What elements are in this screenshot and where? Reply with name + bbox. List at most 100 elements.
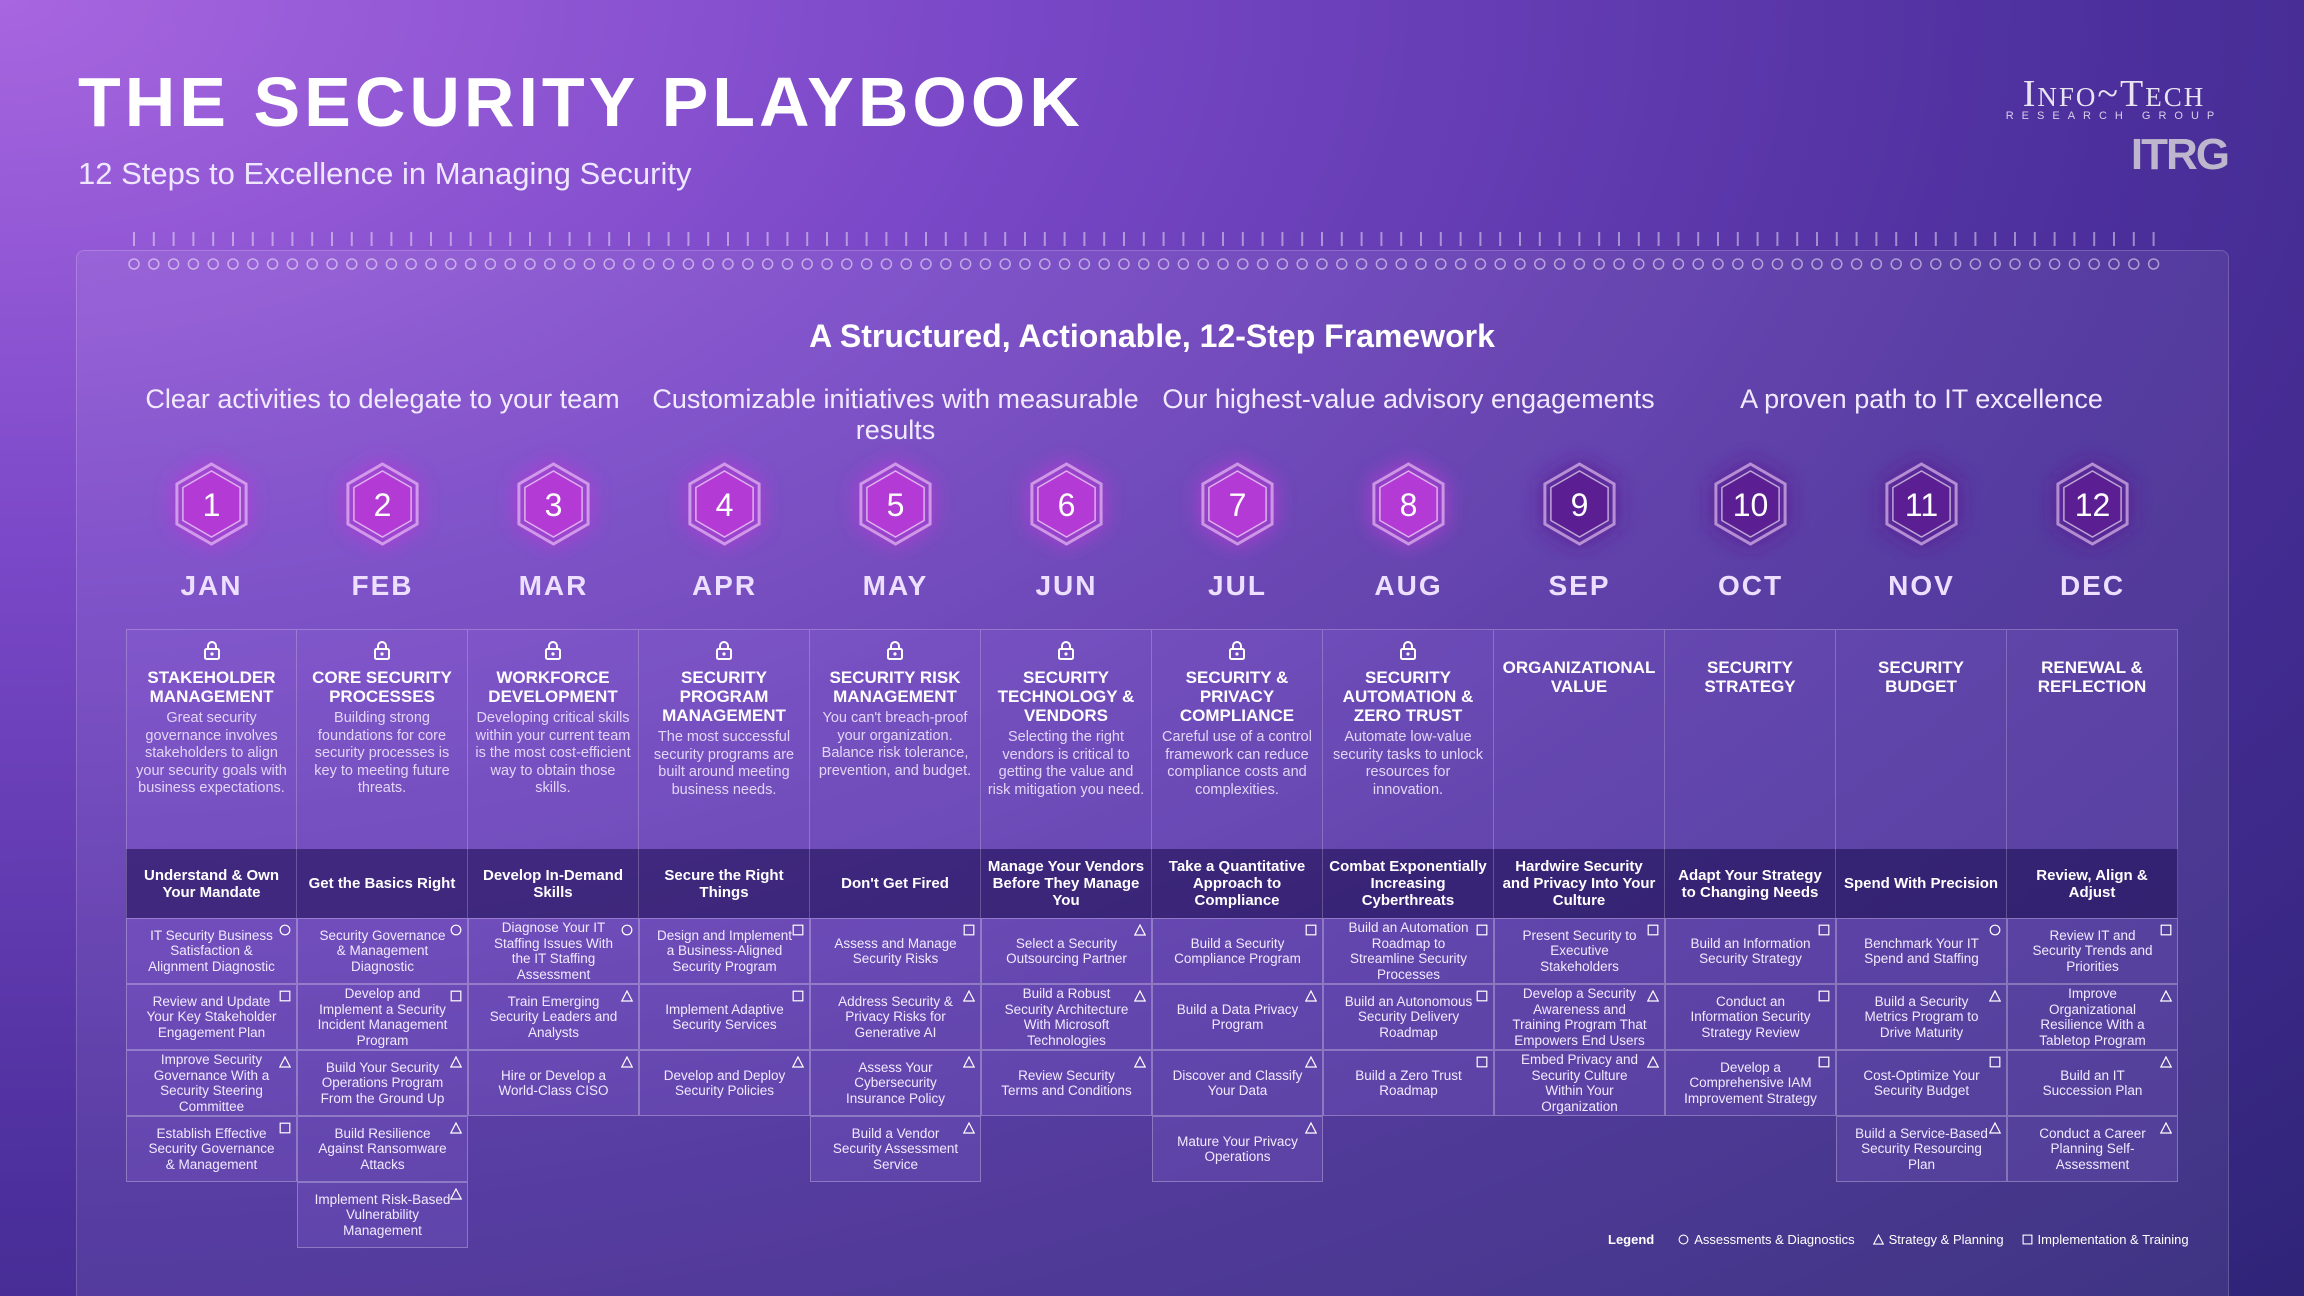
column-tagline: Spend With Precision xyxy=(1836,849,2007,918)
ring-hole xyxy=(920,258,932,270)
badge-number: 10 xyxy=(1733,487,1769,523)
icon-shape xyxy=(1134,1056,1146,1068)
triangle-icon xyxy=(450,1056,462,1068)
triangle-icon xyxy=(792,1056,804,1068)
icon-shape xyxy=(2160,924,2172,936)
activity-text: Review IT and Security Trends and Priori… xyxy=(2032,927,2153,974)
ring-hole xyxy=(247,258,259,270)
triangle-icon xyxy=(1134,990,1146,1002)
icon-shape xyxy=(1818,1056,1830,1068)
activity-text: Build a Service-Based Security Resourcin… xyxy=(1855,1125,1988,1172)
column-description: Developing critical skills within your c… xyxy=(475,710,631,796)
icon-shape xyxy=(450,990,462,1002)
activity-cell: Build a Security Metrics Program to Driv… xyxy=(1836,984,2007,1050)
square-icon xyxy=(279,990,291,1002)
circle-icon xyxy=(450,924,462,936)
lock-shackle xyxy=(548,641,558,649)
legend-label: Assessments & Diagnostics xyxy=(1694,1232,1855,1247)
ring-hole xyxy=(1712,258,1724,270)
icon-shape xyxy=(279,1122,291,1134)
lock-hole xyxy=(1064,652,1068,656)
activity-cell: Build a Vendor Security Assessment Servi… xyxy=(810,1116,981,1182)
ring-hole xyxy=(959,258,972,270)
column-header: SECURITY AUTOMATION & ZERO TRUST Automate… xyxy=(1323,629,1494,849)
framework-heading: A Structured, Actionable, 12-Step Framew… xyxy=(809,318,1495,354)
activity-cell: Conduct a Career Planning Self-Assessmen… xyxy=(2007,1116,2178,1182)
ring-hole xyxy=(999,258,1011,270)
ring-hole xyxy=(1019,258,1031,270)
activity-cell: Build Resilience Against Ransomware Atta… xyxy=(297,1116,468,1182)
column-tagline: Get the Basics Right xyxy=(297,849,468,918)
column-description: Great security governance involves stake… xyxy=(136,710,287,796)
ring-hole xyxy=(1930,258,1942,270)
badge-ring xyxy=(859,462,932,546)
ring-hole xyxy=(1771,258,1784,270)
icon-shape xyxy=(1818,924,1830,936)
icon-shape xyxy=(963,924,975,936)
activity-cell: Review IT and Security Trends and Priori… xyxy=(2007,918,2178,984)
activity-cell: Embed Privacy and Security Culture Withi… xyxy=(1494,1050,1665,1116)
column-description: The most successful security programs ar… xyxy=(653,729,795,798)
activity-cell: Build a Service-Based Security Resourcin… xyxy=(1836,1116,2007,1182)
badge-ring xyxy=(1030,462,1103,546)
ring-hole xyxy=(1355,258,1368,270)
column-header: SECURITY RISK MANAGEMENT You can't breach… xyxy=(810,629,981,849)
activity-cell: Benchmark Your IT Spend and Staffing xyxy=(1836,918,2007,984)
badge-ring xyxy=(1885,462,1958,546)
ring-hole xyxy=(504,258,516,270)
ring-hole xyxy=(1078,258,1091,270)
ring-hole xyxy=(445,258,457,270)
lock-hole xyxy=(380,652,384,656)
month-label: NOV xyxy=(1888,570,1955,601)
ring-hole xyxy=(187,258,200,270)
ring-hole xyxy=(1910,258,1922,270)
column-title: SECURITY STRATEGY xyxy=(1704,658,1796,696)
activity-text: Build a Data Privacy Program xyxy=(1176,1001,1299,1033)
icon-shape xyxy=(963,990,975,1002)
activity-cell: Cost-Optimize Your Security Budget xyxy=(1836,1050,2007,1116)
icon-shape xyxy=(450,924,462,936)
badge-number: 11 xyxy=(1905,487,1938,523)
ring-hole xyxy=(1534,258,1546,270)
ring-hole xyxy=(1553,258,1566,270)
ring-hole xyxy=(2147,258,2160,270)
ring-hole xyxy=(306,258,318,270)
badge-ring xyxy=(1372,462,1445,546)
month-label: AUG xyxy=(1374,570,1443,601)
activity-cell: Diagnose Your IT Staffing Issues With th… xyxy=(468,918,639,984)
activity-text: Build an IT Succession Plan xyxy=(2042,1067,2143,1099)
column-title: SECURITY TECHNOLOGY & VENDORS xyxy=(997,668,1135,725)
ring-hole xyxy=(425,258,437,270)
badge-ring xyxy=(175,462,248,546)
activity-cell: Build an IT Succession Plan xyxy=(2007,1050,2178,1116)
ring-hole xyxy=(1613,258,1625,270)
column-description: You can't breach-proof your organization… xyxy=(818,710,972,779)
activity-text: Address Security & Privacy Risks for Gen… xyxy=(838,993,953,1040)
ring-hole xyxy=(1751,258,1764,270)
ring-hole xyxy=(1454,258,1467,270)
activity-cell: Build an Information Security Strategy xyxy=(1665,918,1836,984)
ring-hole xyxy=(544,258,556,270)
ring-hole xyxy=(207,258,219,270)
activity-text: Assess and Manage Security Risks xyxy=(834,935,957,967)
icon-shape xyxy=(1647,1056,1659,1068)
ring-hole xyxy=(583,258,596,270)
ring-hole xyxy=(227,258,239,270)
activity-text: Improve Organizational Resilience With a… xyxy=(2039,986,2146,1048)
ring-hole xyxy=(1256,258,1269,270)
lock-body xyxy=(1229,648,1245,660)
badges: 1 2 3 4 5 6 7 8 9 10 11 12 xyxy=(173,460,2131,548)
ring-hole xyxy=(128,258,140,270)
activity-text: Implement Risk-Based Vulnerability Manag… xyxy=(314,1191,451,1238)
logo-mark: ITRG xyxy=(2130,130,2230,179)
ring-hole xyxy=(841,258,853,270)
triangle-icon xyxy=(1989,990,2001,1002)
legend-label: Implementation & Training xyxy=(2037,1232,2189,1247)
lock-shackle xyxy=(206,641,217,649)
month-label: MAR xyxy=(518,570,589,601)
column-header: CORE SECURITY PROCESSES Building strong f… xyxy=(297,629,468,849)
column-header: SECURITY BUDGET xyxy=(1836,629,2007,849)
activity-cell: Security Governance & Management Diagnos… xyxy=(297,918,468,984)
month-label: DEC xyxy=(2059,570,2126,601)
icon-shape xyxy=(792,1056,804,1068)
